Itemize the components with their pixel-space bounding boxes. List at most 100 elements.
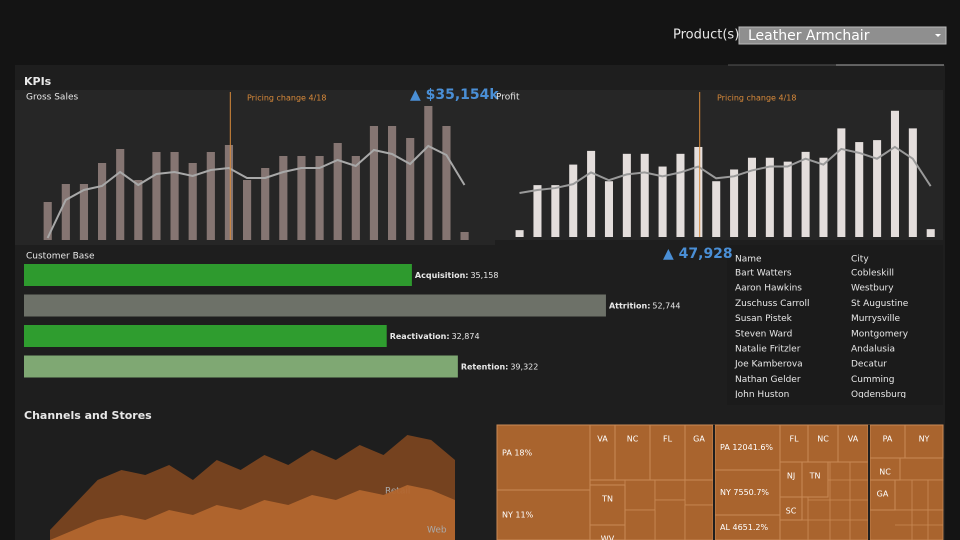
bar — [388, 126, 397, 240]
filter-value[interactable]: Leather Armchair — [748, 28, 870, 44]
bar — [24, 294, 606, 317]
bar — [43, 202, 52, 240]
kpi-value: ▲ $35,154k — [410, 87, 499, 103]
treemap-label: NJ — [787, 472, 795, 481]
bar — [765, 157, 774, 237]
treemap-cell — [654, 479, 686, 501]
bar — [730, 169, 739, 237]
bar — [587, 150, 596, 237]
table-cell: Natalie Fritzler — [735, 345, 801, 355]
value-label: 32,874 — [452, 332, 480, 341]
bar-label: Acquisition: 35,158 — [415, 271, 499, 280]
treemap-cell — [684, 424, 714, 481]
filter-select[interactable] — [738, 26, 947, 45]
bar — [369, 126, 379, 240]
table-cell: Decatur — [851, 360, 887, 370]
treemap-label: AL 4651.2% — [720, 523, 768, 532]
bar — [694, 146, 703, 237]
treemap-cell — [589, 424, 616, 481]
bar — [622, 153, 631, 237]
series-label: Web — [427, 526, 447, 536]
bar — [442, 126, 451, 240]
bar — [351, 156, 360, 240]
treemap-label: VA — [848, 435, 859, 444]
bar — [551, 185, 560, 237]
bar — [658, 166, 667, 237]
bar — [855, 142, 864, 237]
filter-label: Product(s) — [673, 28, 739, 43]
bar — [515, 230, 524, 237]
table-cell: Steven Ward — [735, 329, 792, 339]
bar — [152, 152, 161, 240]
table-cell: Westbury — [851, 284, 894, 294]
treemap-cell — [684, 504, 714, 540]
bar — [333, 143, 342, 240]
treemap-cell — [801, 461, 829, 498]
category-label: Acquisition: — [415, 271, 469, 280]
chart-title: Gross Sales — [26, 93, 78, 103]
treemap-cell — [624, 509, 656, 540]
treemap-cell — [869, 424, 906, 459]
treemap-label: TN — [601, 495, 613, 504]
table-header: Name — [735, 255, 762, 265]
bar — [188, 163, 197, 240]
bar — [640, 153, 649, 237]
category-label: Reactivation: — [390, 332, 450, 341]
treemap-cell — [899, 457, 944, 481]
bar — [747, 157, 756, 237]
treemap-label: NY 11% — [502, 511, 534, 520]
treemap-cell — [837, 424, 869, 463]
treemap-cell — [654, 499, 686, 540]
bar — [116, 149, 125, 240]
treemap-cell — [496, 489, 591, 540]
bar — [79, 184, 89, 240]
treemap-cell — [624, 479, 656, 511]
treemap-cell — [779, 496, 803, 521]
table-cell: Susan Pistek — [735, 314, 793, 324]
trend-line — [519, 145, 932, 194]
annotation: Pricing change 4/18 — [717, 94, 796, 103]
bar — [712, 181, 721, 237]
bar — [460, 232, 469, 240]
kpi-value: ▲ 47,928 — [663, 246, 733, 262]
bar — [279, 156, 288, 240]
chart-title: Channels and Stores — [24, 409, 152, 422]
treemap-cell — [779, 519, 809, 540]
table-cell: Zuschuss Carroll — [735, 299, 810, 309]
bar — [170, 152, 179, 240]
treemap-cell — [589, 484, 626, 526]
category-label: Retention: — [461, 362, 509, 371]
treemap-label: NY 7550.7% — [720, 488, 769, 497]
bar — [61, 184, 70, 240]
treemap-cell — [807, 424, 839, 463]
treemap-label: VA — [597, 435, 608, 444]
value-label: 39,322 — [510, 362, 538, 371]
treemap-cell — [614, 424, 651, 481]
table-cell: John Huston — [734, 390, 789, 400]
table-cell: St Augustine — [851, 299, 909, 309]
treemap-label: NC — [879, 468, 891, 477]
chart-title: Profit — [496, 93, 520, 103]
treemaps: PA 18% VA NC FL GA NY 11% TN WV PA 12041.6% FL NC V… — [496, 424, 944, 540]
dropdown-arrow[interactable] — [935, 34, 941, 37]
category-label: Attrition: — [609, 301, 650, 310]
treemap-label: PA 18% — [502, 449, 533, 458]
treemap-label: WV — [601, 535, 615, 540]
table-cell: Bart Watters — [735, 269, 792, 279]
bar — [297, 156, 306, 240]
table-cell: Joe Kamberova — [734, 360, 803, 370]
area — [50, 485, 455, 540]
bar — [98, 163, 107, 240]
treemap-label: FL — [663, 435, 673, 444]
bar — [604, 181, 613, 237]
bar — [926, 229, 935, 237]
bar — [224, 145, 234, 240]
section-title: KPIs — [24, 75, 52, 88]
treemap-label: PA 12041.6% — [720, 443, 773, 452]
table-cell: Nathan Gelder — [735, 375, 801, 385]
table-cell: Montgomery — [851, 329, 909, 339]
bar — [261, 168, 270, 240]
bar — [206, 152, 215, 240]
bar — [424, 106, 433, 240]
